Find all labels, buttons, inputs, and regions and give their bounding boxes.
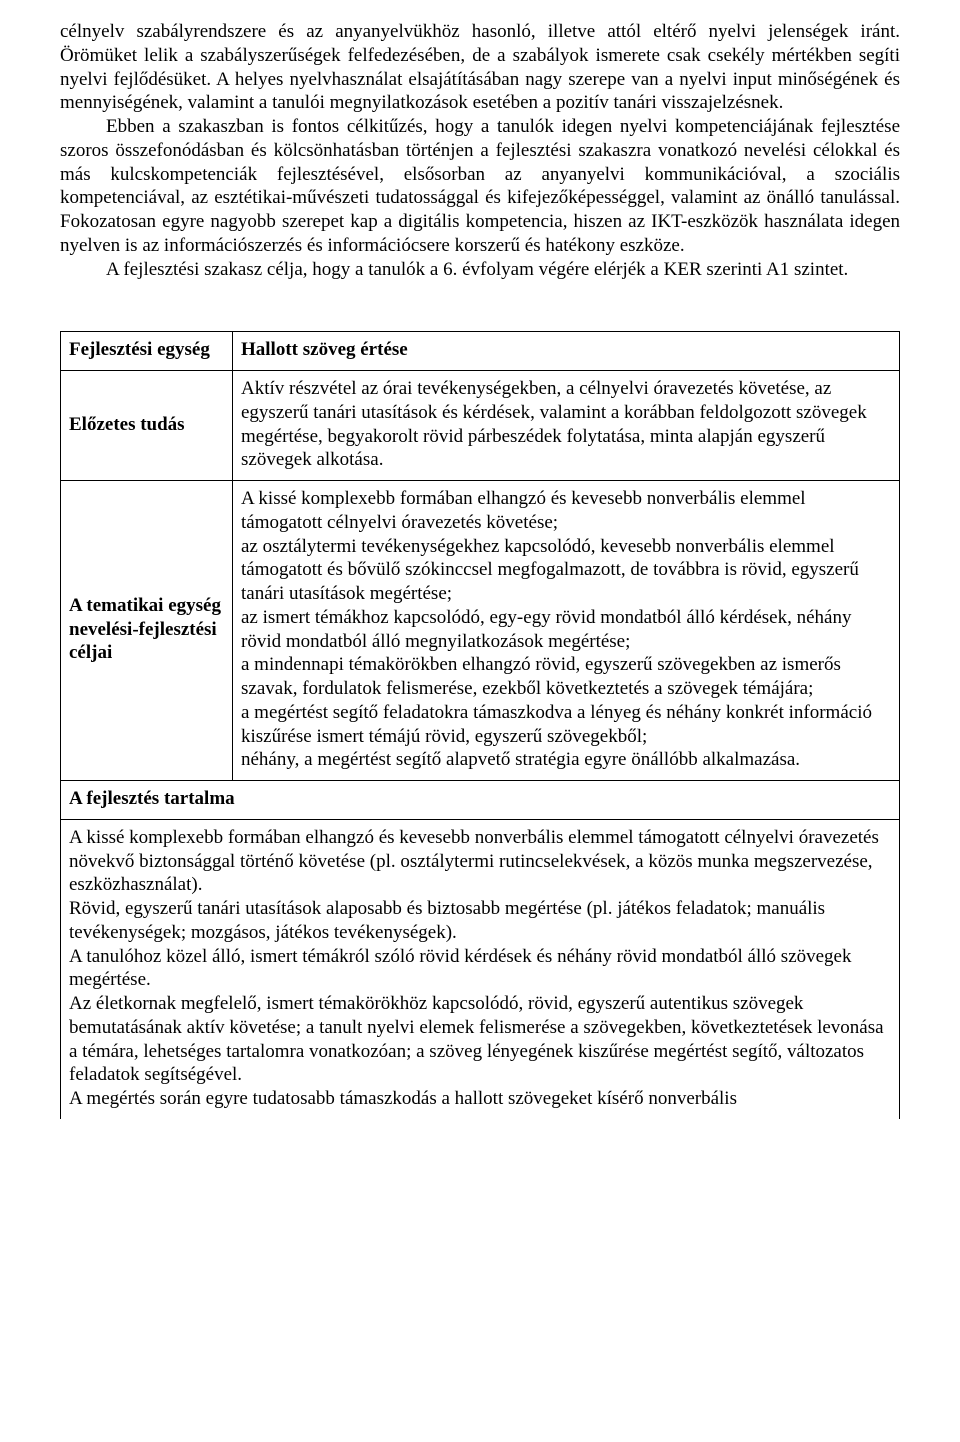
- paragraph-2: Ebben a szakaszban is fontos célkitűzés,…: [60, 115, 900, 258]
- cell-fejlesztes-tartalma-content: A kissé komplexebb formában elhangzó és …: [61, 819, 900, 1119]
- body-text-block: célnyelv szabályrendszere és az anyanyel…: [60, 20, 900, 281]
- content-line-4: Az életkornak megfelelő, ismert témakörö…: [69, 992, 891, 1087]
- paragraph-1: célnyelv szabályrendszere és az anyanyel…: [60, 20, 900, 115]
- content-line-2: Rövid, egyszerű tanári utasítások alapos…: [69, 897, 891, 945]
- goal-line-1: A kissé komplexebb formában elhangzó és …: [241, 487, 891, 535]
- content-line-5: A megértés során egyre tudatosabb támasz…: [69, 1087, 891, 1111]
- goal-line-2: az osztálytermi tevékenységekhez kapcsol…: [241, 535, 891, 606]
- goal-line-4: a mindennapi témakörökben elhangzó rövid…: [241, 653, 891, 701]
- content-line-1: A kissé komplexebb formában elhangzó és …: [69, 826, 891, 897]
- goal-line-5: a megértést segítő feladatokra támaszkod…: [241, 701, 891, 749]
- curriculum-table: Fejlesztési egység Hallott szöveg értése…: [60, 331, 900, 1119]
- table-row: A kissé komplexebb formában elhangzó és …: [61, 819, 900, 1119]
- page: célnyelv szabályrendszere és az anyanyel…: [0, 0, 960, 1139]
- cell-elozetes-tudas-label: Előzetes tudás: [61, 371, 233, 481]
- table-row: A fejlesztés tartalma: [61, 781, 900, 820]
- table-row: Fejlesztési egység Hallott szöveg értése: [61, 332, 900, 371]
- cell-fejlesztesi-egyseg-label: Fejlesztési egység: [61, 332, 233, 371]
- cell-fejlesztes-tartalma-title: A fejlesztés tartalma: [61, 781, 900, 820]
- cell-hallott-szoveg-title: Hallott szöveg értése: [233, 332, 900, 371]
- content-line-3: A tanulóhoz közel álló, ismert témákról …: [69, 945, 891, 993]
- spacer: [60, 281, 900, 329]
- goal-line-6: néhány, a megértést segítő alapvető stra…: [241, 748, 891, 772]
- paragraph-3: A fejlesztési szakasz célja, hogy a tanu…: [60, 258, 900, 282]
- table-row: Előzetes tudás Aktív részvétel az órai t…: [61, 371, 900, 481]
- cell-tematikai-celok-content: A kissé komplexebb formában elhangzó és …: [233, 481, 900, 781]
- table-row: A tematikai egység nevelési-fejlesztési …: [61, 481, 900, 781]
- cell-tematikai-celok-label: A tematikai egység nevelési-fejlesztési …: [61, 481, 233, 781]
- cell-elozetes-tudas-content: Aktív részvétel az órai tevékenységekben…: [233, 371, 900, 481]
- goal-line-3: az ismert témákhoz kapcsolódó, egy-egy r…: [241, 606, 891, 654]
